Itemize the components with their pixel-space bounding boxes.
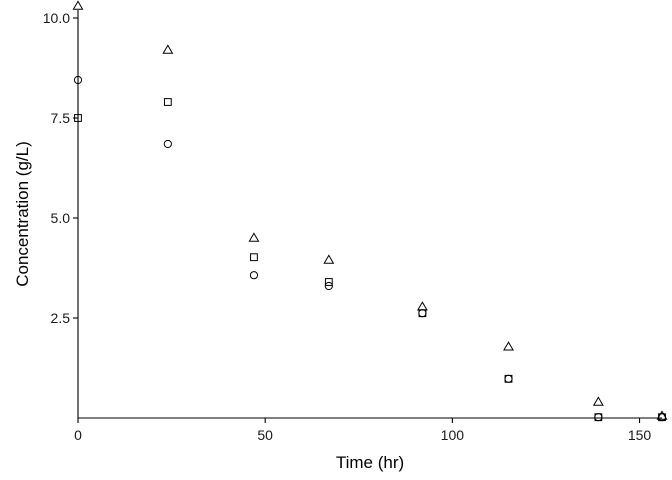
x-tick-label: 50 [257, 427, 273, 443]
plot-area [72, 0, 668, 422]
x-axis-title: Time (hr) [336, 453, 404, 472]
y-tick-label: 10.0 [43, 10, 70, 26]
x-tick-label: 150 [628, 427, 652, 443]
y-axis-ticks: 2.5 5.0 7.5 10.0 [43, 10, 78, 326]
square-point [594, 413, 603, 422]
circle-point [594, 413, 603, 422]
y-tick-label: 2.5 [51, 310, 71, 326]
triangle-point [592, 396, 604, 406]
triangle-point [656, 410, 668, 420]
triangle-point [503, 341, 514, 351]
circle-point [249, 271, 259, 280]
square-point [504, 374, 513, 383]
circle-point [418, 309, 427, 318]
y-axis-title: Concentration (g/L) [13, 141, 32, 287]
square-point [163, 98, 172, 106]
circle-point [504, 374, 513, 383]
x-axis-ticks: 0 50 100 150 [74, 418, 651, 443]
triangle-point [416, 301, 428, 311]
x-tick-label: 0 [74, 427, 82, 443]
y-tick-label: 5.0 [51, 210, 71, 226]
triangle-point [72, 0, 84, 10]
y-tick-label: 7.5 [51, 110, 71, 126]
square-point [250, 253, 258, 262]
circle-point [657, 413, 667, 422]
triangle-point [248, 232, 260, 242]
x-tick-label: 100 [441, 427, 465, 443]
circle-point [324, 281, 333, 291]
triangle-point [162, 44, 174, 54]
triangle-point [323, 254, 335, 264]
circle-point [163, 139, 172, 149]
square-point [324, 278, 333, 286]
